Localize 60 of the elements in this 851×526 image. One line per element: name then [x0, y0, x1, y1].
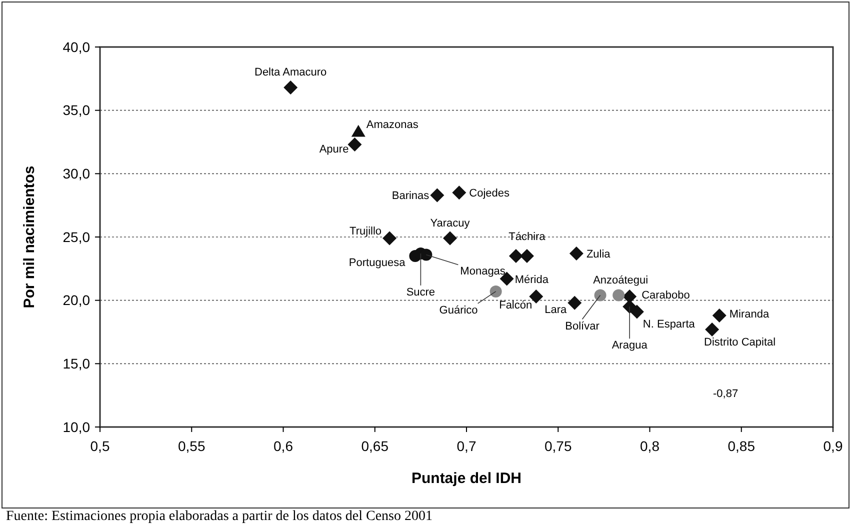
annotation: Zulia	[586, 248, 612, 260]
annotation: Portuguesa	[348, 257, 406, 269]
x-tick-label: 0,75	[544, 438, 572, 454]
x-tick-label: 0,85	[728, 438, 756, 454]
point	[284, 80, 298, 95]
annotation: Trujillo	[350, 225, 382, 238]
annotation: Lara	[544, 304, 568, 316]
x-tick-label: 0,8	[640, 438, 660, 454]
x-tick-label: 0,6	[274, 438, 294, 454]
x-tick-label: 0,7	[456, 438, 476, 454]
annotation: Apure	[319, 144, 349, 156]
point	[594, 289, 606, 302]
x-tick-label: 0,65	[361, 438, 389, 454]
point	[348, 138, 362, 152]
point	[430, 188, 444, 202]
point	[382, 231, 397, 246]
annotation: -0,87	[713, 388, 738, 400]
x-tick-label: 0,9	[823, 438, 843, 454]
annotation: Falcón	[499, 300, 532, 312]
source-note: Fuente: Estimaciones propia elaboradas a partir de los datos del Censo 2001	[6, 509, 433, 524]
annotation: Guárico	[439, 304, 478, 316]
y-tick-label: 35,0	[62, 102, 90, 118]
annotation: Táchira	[508, 231, 546, 243]
x-axis-title: Puntaje del IDH	[411, 470, 522, 487]
annotation: Sucre	[406, 286, 436, 298]
annotation: Bolívar	[565, 320, 600, 332]
y-tick-label: 30,0	[62, 166, 90, 182]
y-tick-label: 20,0	[62, 292, 90, 308]
point	[712, 308, 726, 323]
annotation: Carabobo	[642, 290, 690, 302]
x-tick-label: 0,5	[90, 438, 110, 454]
point	[452, 186, 466, 200]
point	[705, 322, 720, 336]
annotation: Aragua	[612, 340, 648, 352]
annotation: Miranda	[729, 308, 770, 321]
annotation: Anzoátegui	[593, 274, 648, 286]
annotation: N. Esparta	[642, 318, 696, 331]
annotation: Yaracuy	[430, 217, 470, 230]
point	[490, 285, 502, 298]
y-tick-label: 25,0	[62, 228, 90, 245]
y-tick-label: 15,0	[62, 356, 90, 372]
point	[351, 124, 366, 137]
annotation: Cojedes	[469, 188, 510, 200]
annotation: Distrito Capital	[704, 336, 776, 348]
point	[508, 249, 523, 263]
point	[568, 296, 582, 310]
point	[569, 246, 584, 260]
point	[630, 304, 644, 319]
y-tick-label: 10,0	[62, 418, 90, 435]
annotation: Monagas	[460, 266, 506, 278]
x-tick-label: 0,55	[178, 438, 206, 454]
y-tick-label: 40,0	[62, 38, 90, 55]
point	[443, 231, 458, 246]
point	[612, 289, 625, 302]
annotation: Amazonas	[366, 118, 419, 131]
annotation: Mérida	[514, 274, 550, 286]
y-axis-title: Por mil nacimientos	[21, 166, 38, 308]
annotation: Barinas	[392, 190, 430, 202]
point	[520, 249, 534, 263]
annotation: Delta Amacuro	[254, 66, 327, 79]
